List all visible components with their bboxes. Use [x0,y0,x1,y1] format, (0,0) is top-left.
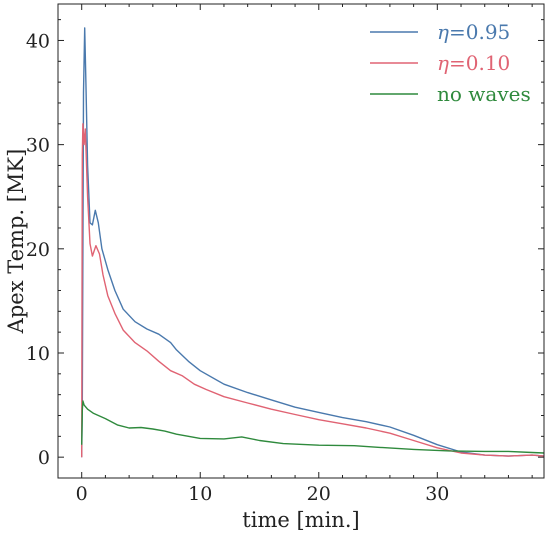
y-tick-label: 10 [26,343,50,365]
legend-label: η=0.95 [437,20,510,44]
axes: 0 10 20 30 0 10 20 30 40 [26,3,545,505]
legend-label: η=0.10 [437,51,510,75]
series-line-2 [81,123,545,458]
x-tick-label: 30 [425,483,449,505]
series-line-3 [81,400,545,454]
y-tick-label: 40 [26,30,50,52]
legend-label: no waves [437,82,531,106]
series-line-1 [81,27,545,458]
y-tick-label: 20 [26,239,50,261]
y-tick-label: 0 [38,447,50,469]
legend: η=0.95 η=0.10 no waves [370,20,531,106]
x-tick-label: 0 [76,483,88,505]
x-tick-label: 20 [307,483,331,505]
plot-frame [57,3,545,479]
y-axis-label: Apex Temp. [MK] [4,149,28,335]
x-axis-label: time [min.] [242,508,359,532]
y-tick-label: 30 [26,135,50,157]
x-tick-label: 10 [188,483,212,505]
plot-lines [81,27,545,458]
